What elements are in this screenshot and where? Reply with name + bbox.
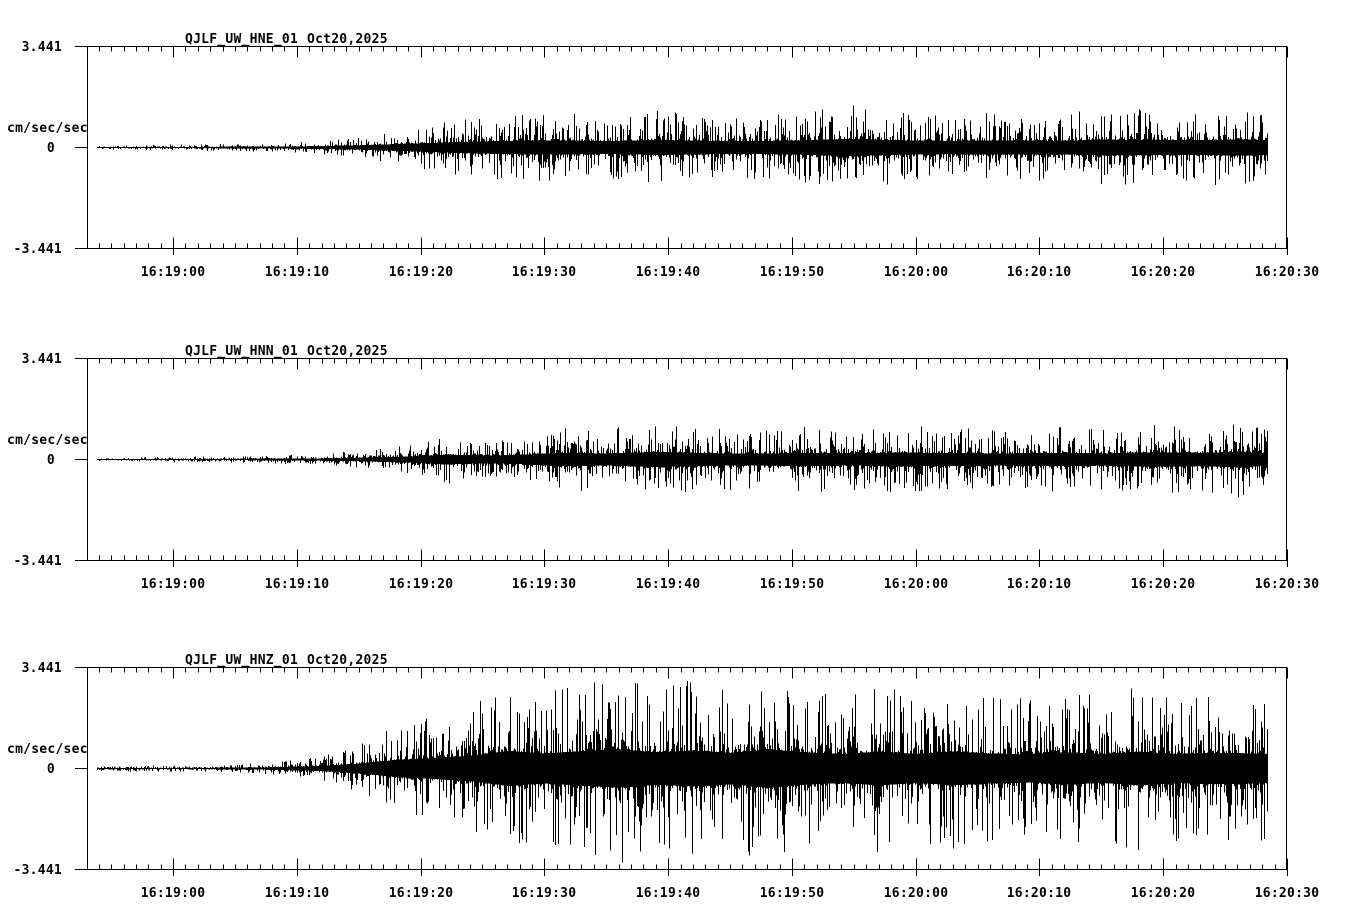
x-tick-label: 16:19:30 xyxy=(512,886,577,901)
waveform-plot: QJLF_UW_HNZ_01 Oct20,2025 3.441 cm/sec/s… xyxy=(7,653,1320,901)
waveform-trace xyxy=(97,424,1268,498)
y-units-label: cm/sec/sec xyxy=(7,433,88,448)
y-zero-label: 0 xyxy=(47,453,55,468)
plot-frame xyxy=(87,46,1287,249)
x-tick-label: 16:19:00 xyxy=(141,886,206,901)
y-zero-label: 0 xyxy=(47,762,55,777)
x-tick-label: 16:19:20 xyxy=(389,577,454,592)
x-tick-label: 16:20:30 xyxy=(1255,577,1320,592)
waveform-trace xyxy=(97,680,1268,863)
time-axis-ticks xyxy=(99,358,1288,567)
y-min-label: -3.441 xyxy=(14,863,62,878)
y-max-label: 3.441 xyxy=(22,661,62,676)
y-axis-outer-ticks xyxy=(75,667,87,870)
x-tick-label: 16:19:10 xyxy=(265,886,330,901)
x-tick-label: 16:20:30 xyxy=(1255,886,1320,901)
y-max-label: 3.441 xyxy=(22,352,62,367)
x-tick-labels: 16:19:00 16:19:10 16:19:20 16:19:30 16:19:40… xyxy=(141,577,1320,592)
waveform-plot: QJLF_UW_HNE_01 Oct20,2025 3.441 cm/sec/s… xyxy=(7,32,1320,280)
x-tick-labels: 16:19:00 16:19:10 16:19:20 16:19:30 16:19:40… xyxy=(141,886,1320,901)
x-tick-label: 16:19:30 xyxy=(512,577,577,592)
x-tick-label: 16:19:50 xyxy=(760,886,825,901)
x-tick-label: 16:19:10 xyxy=(265,577,330,592)
trace-date: Oct20,2025 xyxy=(307,344,388,359)
x-tick-label: 16:19:40 xyxy=(636,577,701,592)
trace-date: Oct20,2025 xyxy=(307,653,388,668)
station-id: QJLF_UW_HNN_01 xyxy=(185,344,298,359)
y-axis-outer-ticks xyxy=(75,358,87,561)
x-tick-label: 16:20:10 xyxy=(1007,886,1072,901)
trace-date: Oct20,2025 xyxy=(307,32,388,47)
x-tick-label: 16:19:40 xyxy=(636,265,701,280)
x-tick-label: 16:19:50 xyxy=(760,577,825,592)
y-max-label: 3.441 xyxy=(22,40,62,55)
x-tick-label: 16:20:20 xyxy=(1131,886,1196,901)
station-id: QJLF_UW_HNE_01 xyxy=(185,32,298,47)
x-tick-label: 16:20:30 xyxy=(1255,265,1320,280)
y-units-label: cm/sec/sec xyxy=(7,121,88,136)
x-tick-label: 16:20:00 xyxy=(884,577,949,592)
x-tick-label: 16:19:10 xyxy=(265,265,330,280)
y-axis-outer-ticks xyxy=(75,46,87,249)
x-tick-label: 16:20:10 xyxy=(1007,265,1072,280)
seismo-panel: QJLF_UW_HNN_01 Oct20,2025 3.441 cm/sec/s… xyxy=(0,312,1358,612)
x-tick-label: 16:19:00 xyxy=(141,265,206,280)
x-tick-label: 16:20:10 xyxy=(1007,577,1072,592)
x-tick-label: 16:19:50 xyxy=(760,265,825,280)
seismo-panel: QJLF_UW_HNZ_01 Oct20,2025 3.441 cm/sec/s… xyxy=(0,621,1358,921)
x-tick-label: 16:20:20 xyxy=(1131,577,1196,592)
x-tick-label: 16:20:20 xyxy=(1131,265,1196,280)
x-tick-label: 16:20:00 xyxy=(884,265,949,280)
y-zero-label: 0 xyxy=(47,141,55,156)
y-units-label: cm/sec/sec xyxy=(7,742,88,757)
y-min-label: -3.441 xyxy=(14,242,62,257)
x-tick-label: 16:19:30 xyxy=(512,265,577,280)
x-tick-label: 16:19:40 xyxy=(636,886,701,901)
waveform-plot: QJLF_UW_HNN_01 Oct20,2025 3.441 cm/sec/s… xyxy=(7,344,1320,592)
time-axis-ticks xyxy=(99,667,1288,876)
x-tick-label: 16:19:20 xyxy=(389,886,454,901)
waveform-trace xyxy=(97,105,1268,186)
plot-frame xyxy=(87,667,1287,870)
station-id: QJLF_UW_HNZ_01 xyxy=(185,653,298,668)
plot-frame xyxy=(87,358,1287,561)
x-tick-label: 16:20:00 xyxy=(884,886,949,901)
y-min-label: -3.441 xyxy=(14,554,62,569)
x-tick-label: 16:19:00 xyxy=(141,577,206,592)
time-axis-ticks xyxy=(99,46,1288,255)
seismo-panel: QJLF_UW_HNE_01 Oct20,2025 3.441 cm/sec/s… xyxy=(0,0,1358,300)
x-tick-label: 16:19:20 xyxy=(389,265,454,280)
x-tick-labels: 16:19:00 16:19:10 16:19:20 16:19:30 16:19:40… xyxy=(141,265,1320,280)
